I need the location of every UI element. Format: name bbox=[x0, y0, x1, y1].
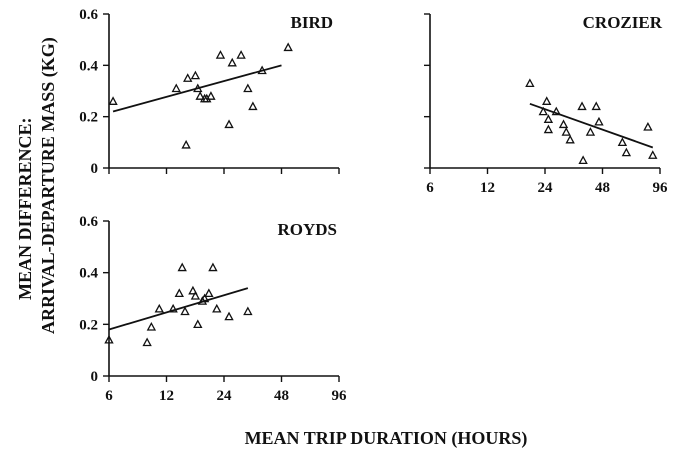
data-point bbox=[108, 96, 118, 105]
data-point bbox=[577, 101, 587, 111]
x-tick-label: 48 bbox=[274, 388, 289, 404]
panel-royds: 0 0.2 0.4 0.6 6 12 24 48 96 ROYDS bbox=[79, 214, 347, 404]
x-tick-label: 24 bbox=[217, 388, 233, 404]
data-point bbox=[104, 334, 114, 344]
data-point bbox=[154, 303, 164, 313]
data-point bbox=[565, 134, 575, 144]
data-point bbox=[204, 288, 214, 298]
data-point bbox=[215, 50, 226, 59]
data-point bbox=[578, 155, 588, 165]
data-point bbox=[591, 101, 601, 111]
data-point bbox=[208, 262, 218, 272]
data-point bbox=[193, 83, 203, 93]
data-point bbox=[585, 127, 596, 136]
data-point bbox=[248, 101, 258, 111]
data-point bbox=[206, 91, 216, 100]
x-tick-label: 6 bbox=[426, 180, 434, 196]
data-point bbox=[538, 106, 548, 116]
data-point bbox=[188, 285, 198, 295]
data-point bbox=[243, 83, 253, 93]
data-point bbox=[171, 83, 181, 93]
data-point bbox=[561, 127, 571, 136]
y-axis-title-line1: MEAN DIFFERENCE: bbox=[15, 118, 35, 301]
y-tick-label: 0 bbox=[91, 369, 99, 385]
y-tick-label: 0.6 bbox=[79, 7, 98, 23]
data-point bbox=[542, 96, 552, 105]
data-point bbox=[190, 290, 201, 300]
data-point bbox=[648, 150, 658, 159]
data-point bbox=[543, 124, 554, 134]
data-point bbox=[224, 119, 234, 129]
y-tick-label: 0.2 bbox=[79, 110, 98, 126]
data-point bbox=[195, 91, 205, 100]
data-point bbox=[621, 147, 632, 157]
x-tick-label: 12 bbox=[159, 388, 174, 404]
y-tick-label: 0.2 bbox=[79, 317, 98, 333]
data-point bbox=[224, 311, 234, 321]
panel-title: ROYDS bbox=[277, 220, 337, 239]
data-point bbox=[190, 70, 201, 80]
y-tick-label: 0.4 bbox=[79, 58, 98, 74]
y-axis-title-line2: ARRIVAL-DEPARTURE MASS (KG) bbox=[38, 37, 59, 334]
x-tick-label: 24 bbox=[538, 180, 554, 196]
data-point bbox=[197, 296, 208, 305]
x-axis-title: MEAN TRIP DURATION (HOURS) bbox=[245, 428, 528, 449]
data-point bbox=[202, 93, 212, 103]
data-point bbox=[177, 262, 187, 272]
data-point bbox=[180, 306, 190, 316]
data-point bbox=[146, 321, 157, 331]
data-point bbox=[551, 106, 561, 116]
x-tick-label: 96 bbox=[653, 180, 669, 196]
x-tick-label: 6 bbox=[105, 388, 113, 404]
data-point bbox=[174, 288, 184, 298]
x-tick-label: 96 bbox=[332, 388, 348, 404]
data-point bbox=[227, 57, 237, 67]
data-point bbox=[183, 73, 193, 82]
data-point bbox=[181, 139, 191, 149]
data-point bbox=[643, 121, 653, 131]
data-point bbox=[257, 65, 267, 75]
y-tick-label: 0.4 bbox=[79, 266, 98, 282]
panel-crozier: 6 12 24 48 96 CROZIER bbox=[424, 13, 668, 196]
data-point bbox=[142, 337, 152, 347]
panel-title: CROZIER bbox=[583, 13, 663, 32]
panel-bird: 0 0.2 0.4 0.6 BIRD bbox=[79, 7, 340, 177]
regression-line bbox=[529, 102, 654, 149]
x-tick-label: 48 bbox=[595, 180, 610, 196]
data-point bbox=[243, 306, 253, 316]
x-tick-label: 12 bbox=[480, 180, 495, 196]
data-point bbox=[168, 303, 178, 313]
regression-line bbox=[108, 287, 249, 331]
data-point bbox=[543, 114, 554, 123]
data-point bbox=[193, 319, 203, 329]
data-point bbox=[525, 78, 535, 88]
data-point bbox=[558, 119, 569, 129]
data-point bbox=[283, 42, 293, 52]
data-point bbox=[236, 50, 246, 59]
panel-title: BIRD bbox=[290, 13, 333, 32]
data-point bbox=[594, 116, 604, 126]
data-point bbox=[212, 303, 222, 313]
data-point bbox=[199, 293, 210, 303]
y-tick-label: 0.6 bbox=[79, 214, 98, 230]
y-tick-label: 0 bbox=[91, 161, 99, 177]
data-point bbox=[617, 137, 628, 147]
regression-line bbox=[112, 64, 282, 113]
